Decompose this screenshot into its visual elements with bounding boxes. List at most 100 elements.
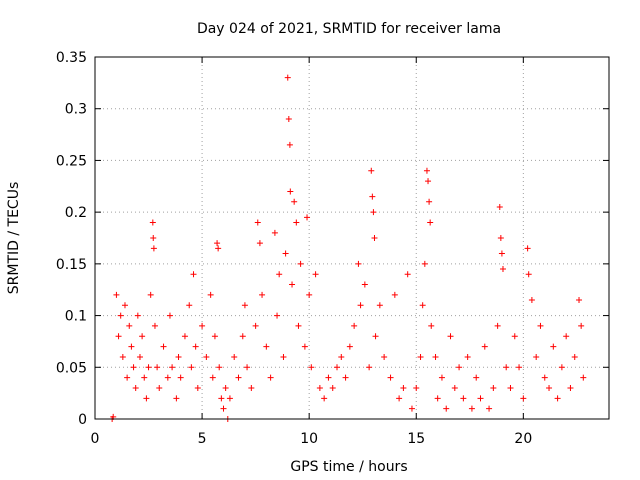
data-point <box>274 312 281 319</box>
y-tick-label: 0.2 <box>65 205 87 221</box>
data-point <box>207 291 214 298</box>
data-point <box>119 353 126 360</box>
data-point <box>259 291 266 298</box>
data-point <box>425 178 432 185</box>
data-point <box>490 384 497 391</box>
data-point <box>254 219 261 226</box>
data-point <box>525 271 532 278</box>
x-tick-label: 0 <box>91 431 100 447</box>
data-point <box>434 395 441 402</box>
data-point <box>145 364 152 371</box>
x-tick-label: 20 <box>514 431 532 447</box>
data-point <box>498 250 505 257</box>
data-point <box>147 291 154 298</box>
data-point <box>291 198 298 205</box>
data-point <box>376 302 383 309</box>
data-point <box>130 364 137 371</box>
x-tick-label: 15 <box>407 431 425 447</box>
data-point <box>169 364 176 371</box>
data-point <box>211 333 218 340</box>
data-point <box>209 374 216 381</box>
x-tick-label: 10 <box>300 431 318 447</box>
data-point <box>550 343 557 350</box>
data-point <box>421 260 428 267</box>
data-point <box>404 271 411 278</box>
data-point <box>537 322 544 329</box>
plot-frame <box>94 56 610 420</box>
data-point <box>541 374 548 381</box>
data-point <box>511 333 518 340</box>
data-point <box>295 322 302 329</box>
data-point <box>289 281 296 288</box>
data-point <box>312 271 319 278</box>
data-point <box>154 364 161 371</box>
data-point <box>188 364 195 371</box>
data-point <box>419 302 426 309</box>
data-point <box>578 322 585 329</box>
y-tick-label: 0.15 <box>56 257 87 273</box>
data-point <box>468 405 475 412</box>
y-tick-label: 0.25 <box>56 153 87 169</box>
data-point <box>342 374 349 381</box>
data-point <box>546 384 553 391</box>
data-point <box>387 374 394 381</box>
data-point <box>571 353 578 360</box>
data-point <box>256 240 263 247</box>
data-point <box>222 384 229 391</box>
data-point <box>520 395 527 402</box>
data-point <box>329 384 336 391</box>
data-point <box>496 203 503 210</box>
data-point <box>186 302 193 309</box>
data-point <box>338 353 345 360</box>
data-point <box>423 167 430 174</box>
data-point <box>361 281 368 288</box>
data-point <box>160 343 167 350</box>
data-point <box>304 214 311 221</box>
data-point <box>203 353 210 360</box>
data-point <box>267 374 274 381</box>
data-point <box>226 395 233 402</box>
data-point <box>218 395 225 402</box>
y-tick-label: 0.35 <box>56 50 87 66</box>
data-point <box>580 374 587 381</box>
data-point <box>507 384 514 391</box>
chart-title: Day 024 of 2021, SRMTID for receiver lam… <box>197 21 501 37</box>
data-point <box>428 322 435 329</box>
data-point <box>400 384 407 391</box>
data-point <box>334 364 341 371</box>
data-point <box>117 312 124 319</box>
data-point <box>214 240 221 247</box>
data-point <box>239 333 246 340</box>
data-point <box>192 343 199 350</box>
data-point <box>524 245 531 252</box>
y-tick-label: 0.1 <box>65 309 87 325</box>
data-point <box>173 395 180 402</box>
data-point <box>301 343 308 350</box>
data-point <box>533 353 540 360</box>
data-point <box>563 333 570 340</box>
data-point <box>128 343 135 350</box>
data-point <box>391 291 398 298</box>
data-point <box>285 116 292 123</box>
data-point <box>156 384 163 391</box>
data-point <box>396 395 403 402</box>
data-point <box>149 219 156 226</box>
y-tick-label: 0 <box>78 412 87 428</box>
data-point <box>438 374 445 381</box>
data-point <box>460 395 467 402</box>
data-point <box>456 364 463 371</box>
data-point <box>252 322 259 329</box>
y-tick-label: 0.05 <box>56 360 87 376</box>
data-point <box>113 291 120 298</box>
data-point <box>276 271 283 278</box>
data-point <box>121 302 128 309</box>
data-point <box>150 245 157 252</box>
data-point <box>235 374 242 381</box>
data-point <box>177 374 184 381</box>
data-point <box>248 384 255 391</box>
data-point <box>381 353 388 360</box>
data-point <box>503 364 510 371</box>
data-point <box>199 322 206 329</box>
data-point <box>244 364 251 371</box>
data-point <box>576 297 583 304</box>
